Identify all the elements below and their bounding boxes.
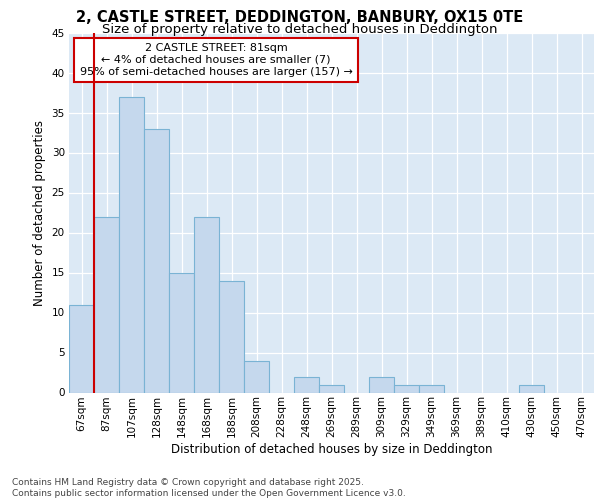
Text: Contains HM Land Registry data © Crown copyright and database right 2025.
Contai: Contains HM Land Registry data © Crown c… bbox=[12, 478, 406, 498]
Bar bbox=[69, 304, 94, 392]
Bar bbox=[519, 384, 544, 392]
Bar bbox=[244, 360, 269, 392]
Y-axis label: Number of detached properties: Number of detached properties bbox=[33, 120, 46, 306]
Bar bbox=[119, 96, 144, 393]
Bar bbox=[394, 384, 419, 392]
Text: 2 CASTLE STREET: 81sqm
← 4% of detached houses are smaller (7)
95% of semi-detac: 2 CASTLE STREET: 81sqm ← 4% of detached … bbox=[80, 44, 352, 76]
Bar bbox=[194, 216, 219, 392]
Bar bbox=[294, 376, 319, 392]
Text: Size of property relative to detached houses in Deddington: Size of property relative to detached ho… bbox=[102, 22, 498, 36]
Bar bbox=[169, 272, 194, 392]
Bar bbox=[94, 216, 119, 392]
Bar bbox=[219, 280, 244, 392]
Bar bbox=[144, 128, 169, 392]
Text: 2, CASTLE STREET, DEDDINGTON, BANBURY, OX15 0TE: 2, CASTLE STREET, DEDDINGTON, BANBURY, O… bbox=[76, 10, 524, 25]
X-axis label: Distribution of detached houses by size in Deddington: Distribution of detached houses by size … bbox=[171, 443, 492, 456]
Bar bbox=[419, 384, 444, 392]
Bar bbox=[369, 376, 394, 392]
Bar bbox=[319, 384, 344, 392]
